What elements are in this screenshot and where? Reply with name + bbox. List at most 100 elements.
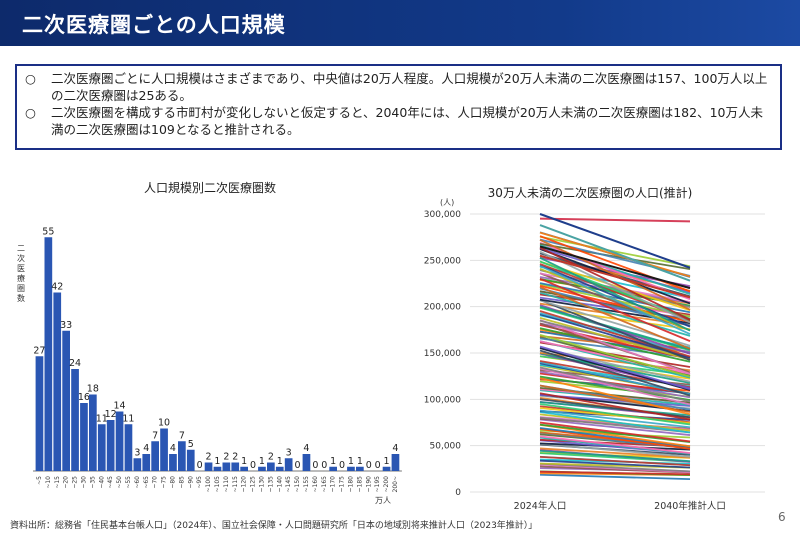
x-tick-label: ~10 xyxy=(45,476,52,489)
x-tick-label: ~150 xyxy=(294,476,301,493)
series-line xyxy=(539,442,691,458)
x-tick-label: ~110 xyxy=(223,476,230,493)
bar xyxy=(382,466,391,471)
x-tick-label: ~155 xyxy=(303,476,310,493)
x-tick-label: ~70 xyxy=(152,476,159,489)
bar xyxy=(204,462,213,471)
series-line xyxy=(539,409,691,429)
bar-value-label: 0 xyxy=(321,460,327,471)
bar xyxy=(115,411,124,471)
bar xyxy=(391,454,400,471)
bar-value-label: 12 xyxy=(105,409,117,420)
summary-item-2: ○ 二次医療圏を構成する市町村が変化しないと仮定すると、2040年には、人口規模… xyxy=(25,104,772,138)
x-tick-label: ~20 xyxy=(63,476,70,489)
bar-value-label: 7 xyxy=(152,430,158,441)
bar-value-label: 0 xyxy=(375,460,381,471)
series-line xyxy=(539,340,691,375)
bar xyxy=(240,466,248,471)
y-tick-label: 100,000 xyxy=(424,395,461,405)
x-tick-label: ~130 xyxy=(258,476,265,493)
x-tick-label: ~5 xyxy=(36,476,43,485)
series-line xyxy=(539,305,691,351)
series-line xyxy=(539,449,691,463)
x-tick-label: ~35 xyxy=(89,476,96,489)
bar-value-label: 27 xyxy=(33,345,45,356)
bar-value-label: 5 xyxy=(188,439,194,450)
bar-value-label: 7 xyxy=(179,430,185,441)
series-line xyxy=(539,455,691,467)
bar xyxy=(133,458,142,471)
bar-value-label: 55 xyxy=(42,226,54,237)
series-line xyxy=(539,366,691,403)
series-line xyxy=(539,299,691,361)
series-line xyxy=(539,367,691,406)
x-tick-label: ~50 xyxy=(116,476,123,489)
series-line xyxy=(539,254,691,299)
series-line xyxy=(539,393,691,407)
y-tick-label: 50,000 xyxy=(430,442,462,452)
bar-value-label: 1 xyxy=(241,456,247,467)
bar xyxy=(356,466,364,471)
series-line xyxy=(539,239,691,311)
line-chart-title: 30万人未満の二次医療圏の人口(推計) xyxy=(487,186,693,200)
bar xyxy=(89,394,97,471)
series-line xyxy=(539,242,691,271)
bar-value-label: 2 xyxy=(206,452,212,463)
page-number: 6 xyxy=(778,510,786,524)
bar xyxy=(267,462,275,471)
series-line xyxy=(539,217,691,223)
x-tick-label: ~105 xyxy=(214,476,221,493)
x-tick-label: ~60 xyxy=(134,476,141,489)
bar-value-label: 1 xyxy=(330,456,336,467)
line-chart-ylabel: (人) xyxy=(440,198,454,207)
bar xyxy=(44,237,53,471)
bar-value-label: 0 xyxy=(295,460,301,471)
series-line xyxy=(539,260,691,320)
summary-box: ○ 二次医療圏ごとに人口規模はさまざまであり、中央値は20万人程度。人口規模が2… xyxy=(15,64,782,150)
bar-value-label: 1 xyxy=(259,456,265,467)
bar xyxy=(222,462,231,471)
x-tick-label: ~95 xyxy=(196,476,203,489)
series-line xyxy=(539,213,691,269)
bar-value-label: 11 xyxy=(96,413,108,424)
x-tick-label: ~145 xyxy=(285,476,292,493)
bar xyxy=(80,403,88,471)
series-line xyxy=(539,421,691,443)
series-line xyxy=(539,246,691,321)
x-tick-label: ~85 xyxy=(178,476,185,489)
bar-value-label: 3 xyxy=(134,447,140,458)
bar-value-label: 14 xyxy=(114,401,126,412)
bar-value-label: 24 xyxy=(69,358,81,369)
y-tick-label: 200,000 xyxy=(424,303,461,313)
bar-value-label: 42 xyxy=(51,282,63,293)
bar-value-label: 0 xyxy=(197,460,203,471)
series-line xyxy=(539,231,691,278)
line-x-label: 2024年人口 xyxy=(514,500,567,512)
series-line xyxy=(539,257,691,332)
x-tick-label: ~15 xyxy=(54,476,61,489)
bar xyxy=(302,454,311,471)
bar-value-label: 3 xyxy=(286,447,292,458)
bar xyxy=(62,330,70,471)
bar xyxy=(347,466,355,471)
bar xyxy=(258,466,266,471)
bar xyxy=(231,462,240,471)
series-line xyxy=(539,333,691,378)
series-line xyxy=(539,264,691,328)
bar xyxy=(124,424,133,471)
bar-value-label: 4 xyxy=(392,443,398,454)
x-tick-label: ~135 xyxy=(267,476,274,493)
x-tick-label: ~30 xyxy=(80,476,87,489)
series-line xyxy=(539,435,691,454)
bullet-mark: ○ xyxy=(25,105,36,120)
series-line xyxy=(539,473,691,481)
x-tick-label: ~100 xyxy=(205,476,212,493)
bar-value-label: 18 xyxy=(87,384,99,395)
summary-text-1: 二次医療圏ごとに人口規模はさまざまであり、中央値は20万人程度。人口規模が20万… xyxy=(51,71,768,103)
x-tick-label: ~170 xyxy=(330,476,337,493)
bar-chart-title: 人口規模別二次医療圏数 xyxy=(143,181,276,195)
bar-value-label: 0 xyxy=(250,460,256,471)
y-tick-label: 250,000 xyxy=(424,256,461,266)
x-tick-label: ~75 xyxy=(161,476,168,489)
